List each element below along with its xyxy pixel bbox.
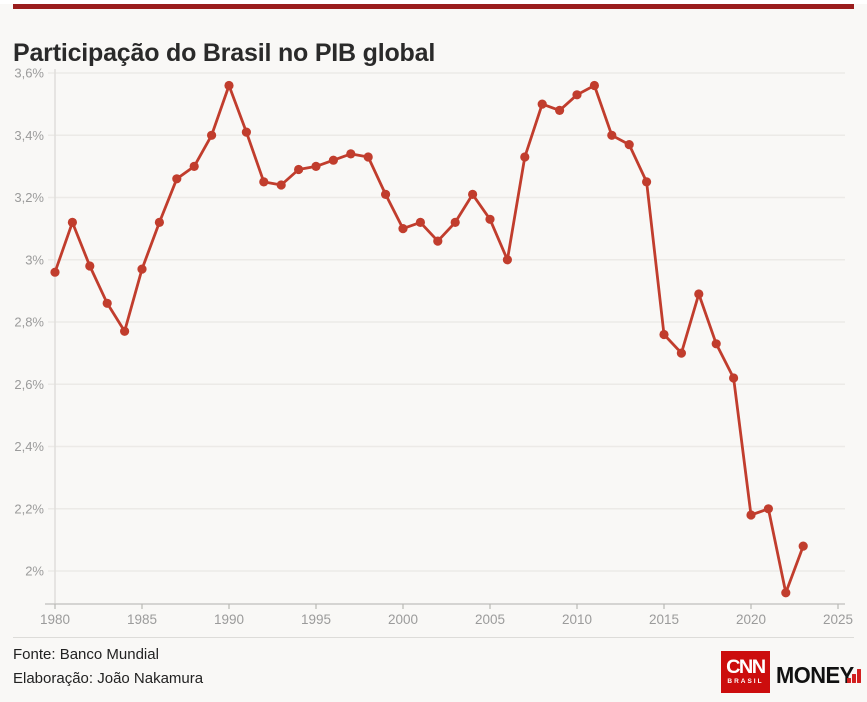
data-point [572, 90, 582, 100]
source-label: Fonte: Banco Mundial [13, 646, 159, 663]
x-tick-label: 1985 [127, 612, 157, 627]
data-point [102, 298, 112, 308]
data-point [468, 189, 478, 199]
cnn-brasil-text: BRASIL [727, 678, 764, 685]
data-point [381, 189, 391, 199]
data-point [624, 140, 634, 150]
data-point [642, 177, 652, 187]
x-tick-label: 2020 [736, 612, 766, 627]
data-point [120, 326, 130, 336]
data-point [363, 152, 373, 162]
data-point [729, 373, 739, 383]
y-tick-label: 3,6% [14, 66, 44, 81]
cnn-brasil-logo: CNN BRASIL [721, 651, 770, 693]
data-point [259, 177, 269, 187]
x-tick-label: 1990 [214, 612, 244, 627]
data-point [711, 339, 721, 349]
y-tick-label: 3% [25, 252, 44, 267]
data-point [433, 236, 443, 246]
data-point [154, 217, 164, 227]
cnn-logo-text: CNN [726, 657, 766, 678]
data-point [241, 127, 251, 137]
data-point [589, 80, 600, 91]
data-point [276, 180, 286, 190]
data-point [450, 217, 460, 227]
money-logo-text: MONEY [776, 662, 854, 688]
data-point [172, 174, 182, 184]
y-tick-label: 2,8% [14, 315, 44, 330]
x-tick-label: 2005 [475, 612, 505, 627]
data-point [798, 541, 808, 551]
data-point [224, 80, 234, 91]
data-point [485, 214, 495, 224]
data-point [555, 105, 565, 115]
data-point [676, 348, 687, 358]
x-tick-label: 2010 [562, 612, 592, 627]
data-point [520, 152, 530, 162]
data-point [694, 289, 704, 299]
data-point [781, 588, 791, 598]
data-point [346, 149, 356, 159]
top-margin [0, 0, 867, 4]
data-point [398, 224, 408, 234]
footer-divider [13, 637, 854, 638]
y-tick-label: 2,4% [14, 439, 44, 454]
data-point [328, 155, 338, 165]
elaboration-label: Elaboração: João Nakamura [13, 670, 204, 687]
y-tick-label: 3,4% [14, 128, 44, 143]
data-point [137, 264, 147, 274]
x-tick-label: 2000 [388, 612, 418, 627]
data-point [763, 504, 774, 514]
line-chart-canvas: 3,6% 3,4% 3,2% 3% 2,8% 2,6% 2,4% 2,2% 2% 1980 1985… [14, 66, 853, 628]
data-point [294, 164, 304, 175]
x-tick-label: 2015 [649, 612, 679, 627]
data-point [659, 329, 669, 340]
data-point [207, 130, 217, 140]
data-point [502, 255, 512, 265]
data-point [415, 217, 425, 227]
y-tick-label: 3,2% [14, 190, 44, 205]
data-point [746, 510, 756, 520]
data-point [67, 217, 77, 227]
x-tick-label: 1995 [301, 612, 331, 627]
data-point [50, 267, 60, 277]
y-tick-label: 2,6% [14, 377, 44, 392]
chart-title: Participação do Brasil no PIB global [13, 38, 436, 67]
data-point [537, 99, 547, 109]
data-point [189, 161, 199, 171]
data-point [85, 261, 95, 271]
data-line [53, 84, 805, 595]
data-point [311, 161, 321, 171]
x-tick-label: 2025 [823, 612, 853, 627]
y-tick-label: 2,2% [14, 501, 44, 516]
x-tick-label: 1980 [40, 612, 70, 627]
data-point [607, 130, 617, 140]
line-chart: 3,6% 3,4% 3,2% 3% 2,8% 2,6% 2,4% 2,2% 2% 1980 1985… [14, 66, 853, 628]
money-bars-icon [847, 669, 862, 683]
accent-top-bar [13, 4, 854, 9]
y-tick-label: 2% [25, 564, 44, 579]
